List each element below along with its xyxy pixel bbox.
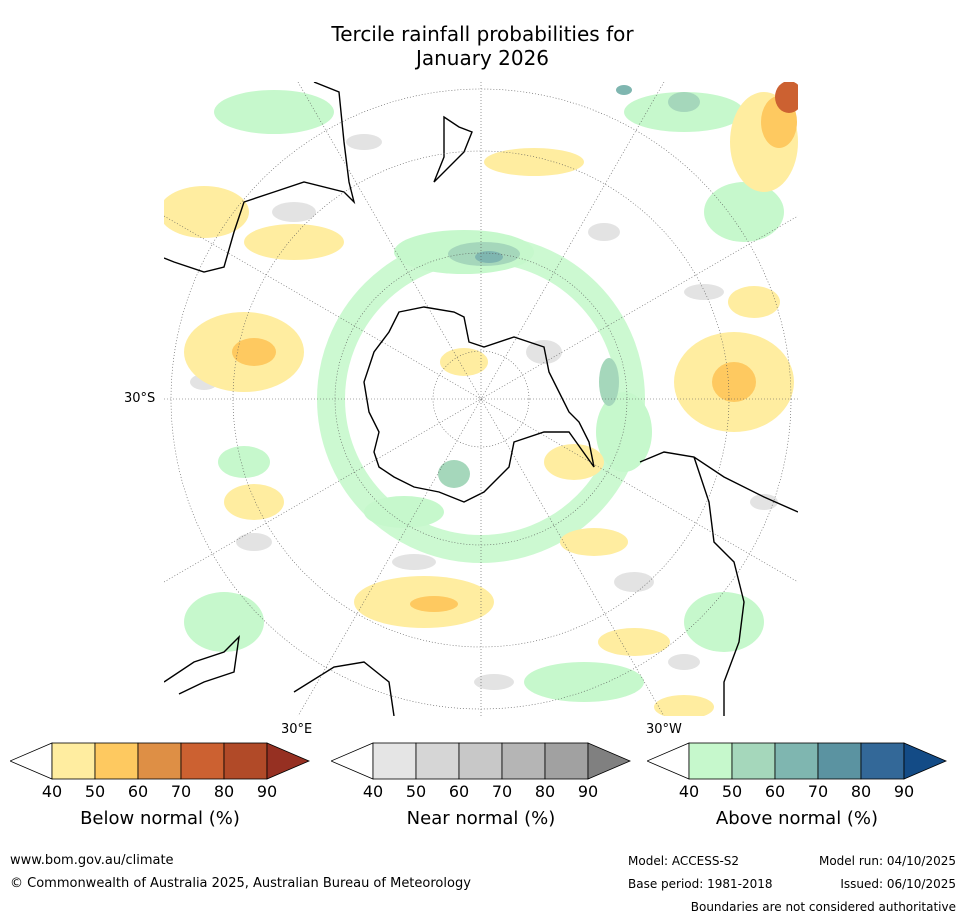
below-swatch-50 — [94, 742, 139, 780]
footer-url: www.bom.gov.au/climate — [10, 853, 174, 868]
footer-model-run: Model run: 04/10/2025 — [818, 854, 956, 868]
near-swatch-60 — [458, 742, 503, 780]
near-under-triangle — [331, 742, 374, 780]
above-normal-title: Above normal (%) — [715, 808, 879, 829]
below-swatch-80 — [223, 742, 268, 780]
colorbar-below-normal — [10, 742, 310, 780]
near-normal-patches — [190, 134, 778, 690]
below-under-triangle — [10, 742, 53, 780]
colorbar-near-normal — [331, 742, 631, 780]
footer-issued: Issued: 06/10/2025 — [840, 877, 956, 891]
below-normal-50-patches — [232, 96, 797, 612]
below-swatch-40 — [51, 742, 96, 780]
graticule — [164, 82, 798, 716]
above-under-triangle — [647, 742, 690, 780]
near-swatch-80 — [544, 742, 589, 780]
above-swatch-60 — [774, 742, 819, 780]
near-tick-90: 90 — [577, 782, 599, 801]
below-normal-title: Below normal (%) — [80, 808, 240, 829]
lon-label-30e: 30°E — [281, 722, 313, 737]
near-tick-70: 70 — [491, 782, 513, 801]
above-swatch-50 — [731, 742, 776, 780]
south-america-outline — [639, 451, 798, 716]
below-over-triangle — [266, 742, 310, 780]
rainfall-map — [164, 82, 798, 716]
near-over-triangle — [587, 742, 631, 780]
antarctica-outline — [363, 306, 595, 503]
below-tick-60: 60 — [127, 782, 149, 801]
below-tick-90: 90 — [256, 782, 278, 801]
below-normal-70-patches — [775, 82, 798, 113]
near-swatch-70 — [501, 742, 546, 780]
above-tick-70: 70 — [807, 782, 829, 801]
footer-disclaimer: Boundaries are not considered authoritat… — [690, 900, 956, 914]
below-swatch-70 — [180, 742, 225, 780]
near-tick-50: 50 — [405, 782, 427, 801]
near-tick-80: 80 — [534, 782, 556, 801]
lon-label-30w: 30°W — [646, 722, 682, 737]
below-tick-40: 40 — [41, 782, 63, 801]
above-normal-60-patches — [475, 85, 632, 263]
above-tick-50: 50 — [721, 782, 743, 801]
above-tick-40: 40 — [678, 782, 700, 801]
below-tick-50: 50 — [84, 782, 106, 801]
near-swatch-40 — [372, 742, 417, 780]
near-normal-title: Near normal (%) — [406, 808, 556, 829]
above-swatch-70 — [817, 742, 862, 780]
near-tick-60: 60 — [448, 782, 470, 801]
australia-outline — [164, 82, 356, 273]
map-title-line2: January 2026 — [415, 46, 550, 70]
above-tick-60: 60 — [764, 782, 786, 801]
near-swatch-50 — [415, 742, 460, 780]
footer-model: Model: ACCESS-S2 — [628, 854, 740, 868]
above-tick-90: 90 — [893, 782, 915, 801]
below-tick-80: 80 — [213, 782, 235, 801]
map-title-line1: Tercile rainfall probabilities for — [331, 22, 634, 46]
near-tick-40: 40 — [362, 782, 384, 801]
new-zealand-outline — [433, 115, 473, 183]
lat-label-30s: 30°S — [124, 391, 156, 406]
above-tick-80: 80 — [850, 782, 872, 801]
footer-base-period: Base period: 1981-2018 — [628, 877, 773, 891]
above-swatch-40 — [688, 742, 733, 780]
africa-outline — [164, 635, 395, 716]
below-tick-70: 70 — [170, 782, 192, 801]
above-swatch-80 — [860, 742, 905, 780]
above-over-triangle — [903, 742, 947, 780]
footer-copyright: © Commonwealth of Australia 2025, Austra… — [10, 876, 471, 891]
below-swatch-60 — [137, 742, 182, 780]
colorbar-above-normal — [647, 742, 947, 780]
